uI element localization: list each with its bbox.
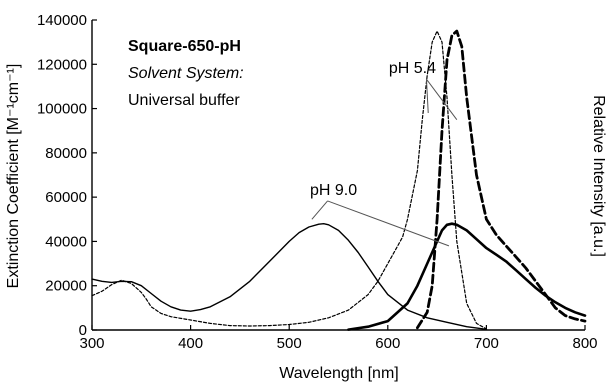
annotation-label-1: pH 5.4	[389, 60, 436, 77]
x-tick-label: 400	[178, 335, 203, 352]
annotation-label-2: pH 9.0	[310, 182, 357, 199]
x-tick-label: 600	[375, 335, 400, 352]
callout-line-1-1	[425, 79, 429, 114]
series-layer	[91, 29, 587, 331]
x-tick-label: 800	[572, 335, 597, 352]
legend-solvent-label: Solvent System:	[128, 65, 244, 82]
callout-layer: pH 5.4 pH 9.0	[310, 60, 458, 247]
series-line-2-dotted	[91, 30, 487, 330]
x-tick-label: 700	[474, 335, 499, 352]
x-tick-label: 300	[79, 335, 104, 352]
ticks-layer: 300 400 500 600 700 800 0 20000 40000 60000 80000 1…	[37, 12, 598, 352]
x-axis-title: Wavelength [nm]	[279, 365, 398, 382]
y-tick-label: 140000	[37, 12, 87, 29]
y-tick-label: 100000	[37, 101, 87, 118]
y2-axis-title: Relative Intensity [a.u.]	[590, 95, 607, 257]
legend-name: Square-650-pH	[128, 38, 241, 55]
legend-solvent: Universal buffer	[128, 92, 240, 109]
y-tick-label: 60000	[45, 189, 87, 206]
series-line-4-solid-bold	[347, 222, 587, 331]
legend-text: Square-650-pH Solvent System: Universal …	[128, 38, 244, 109]
series-line-1-solid-thin	[91, 223, 488, 330]
y-tick-label: 40000	[45, 233, 87, 250]
x-tick-label: 500	[277, 335, 302, 352]
callout-line-2-1	[311, 200, 328, 220]
callout-line-1-2	[426, 78, 458, 120]
y-axis-title: Extinction Coefficient [M⁻¹cm⁻¹]	[5, 64, 22, 289]
y-tick-label: 120000	[37, 56, 87, 73]
series-line-3-dashed-bold	[416, 29, 587, 330]
y-tick-label: 0	[79, 322, 87, 339]
callout-line-2-2	[327, 200, 450, 247]
y-tick-label: 80000	[45, 145, 87, 162]
plot-area: pH 5.4 pH 9.0 300 400 500 600 700 800 0 20000 400…	[37, 12, 598, 352]
y-tick-label: 20000	[45, 278, 87, 295]
